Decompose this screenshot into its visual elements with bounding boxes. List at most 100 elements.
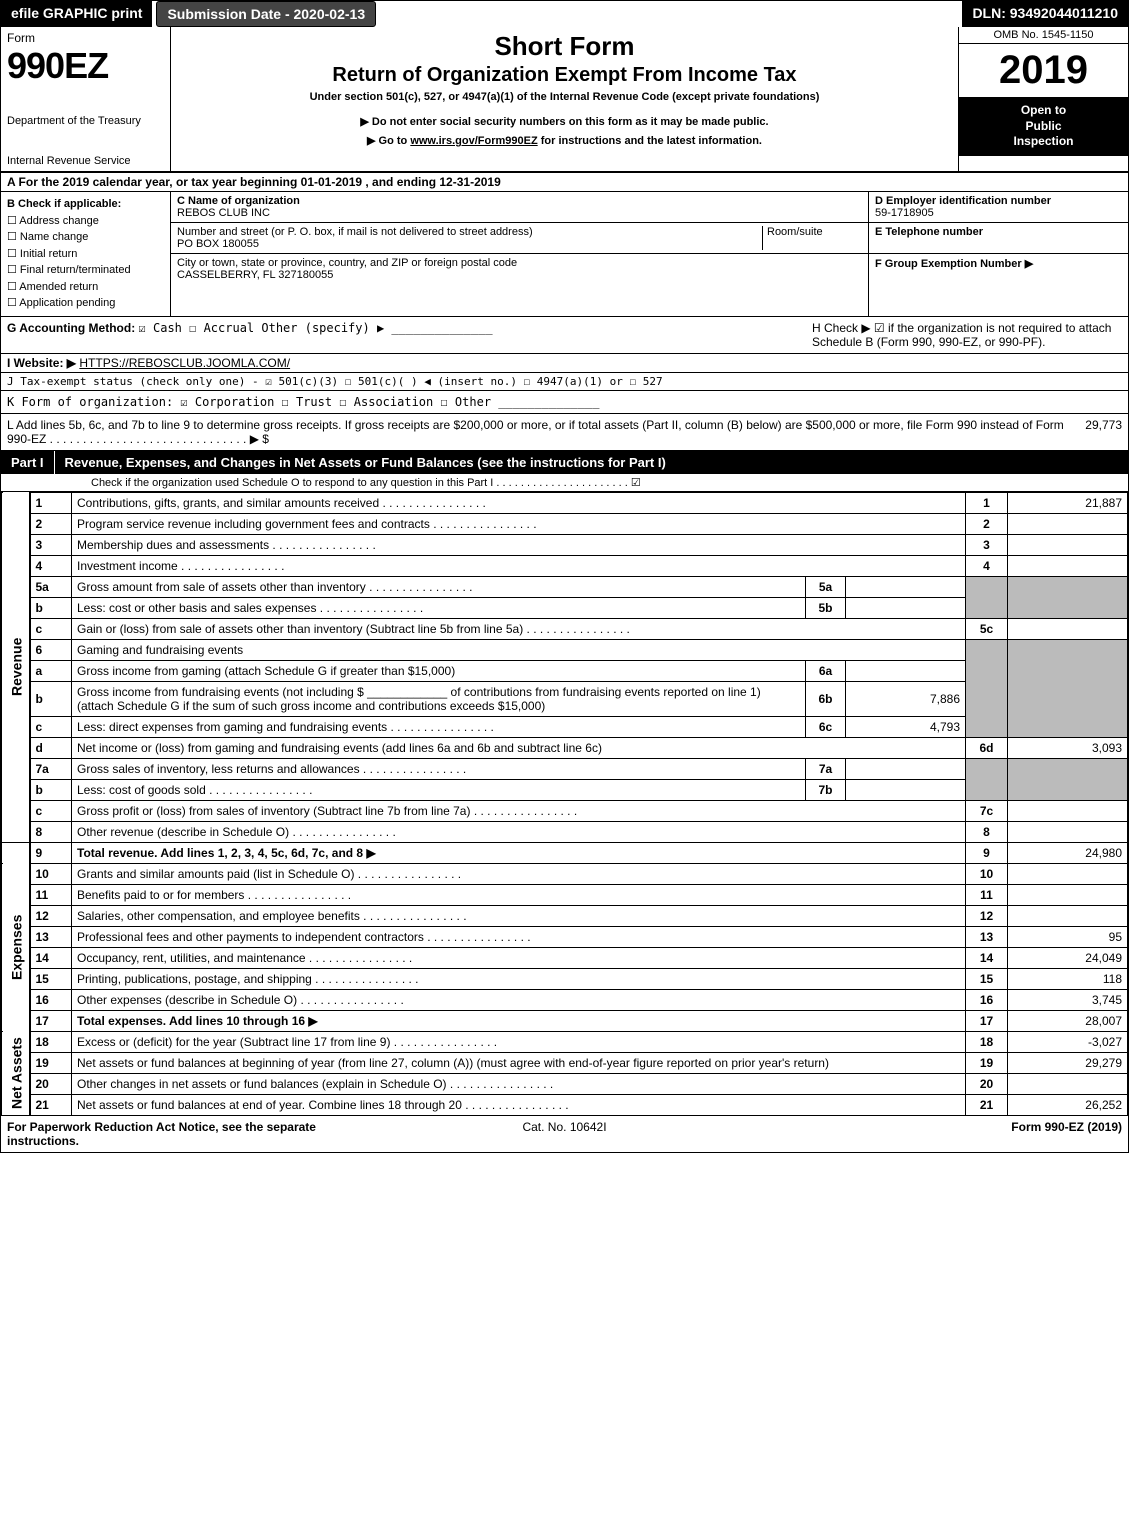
insp2: Public: [963, 119, 1124, 135]
l5c-val: [1008, 618, 1128, 639]
l21-box: 21: [966, 1094, 1008, 1115]
l15-num: 15: [30, 968, 72, 989]
l6-shade2: [1008, 639, 1128, 737]
l6b-desc: Gross income from fundraising events (no…: [72, 681, 806, 716]
l13-box: 13: [966, 926, 1008, 947]
chk-name-change[interactable]: ☐ Name change: [7, 229, 164, 246]
chk-address-change[interactable]: ☐ Address change: [7, 213, 164, 230]
l18-num: 18: [30, 1031, 72, 1052]
note2-pre: ▶ Go to: [367, 135, 410, 147]
form-title-main: Return of Organization Exempt From Incom…: [177, 64, 952, 87]
l12-box: 12: [966, 905, 1008, 926]
l15-val: 118: [1008, 968, 1128, 989]
form-990ez-page: efile GRAPHIC print Submission Date - 20…: [0, 0, 1129, 1153]
l2-box: 2: [966, 513, 1008, 534]
irs-link[interactable]: www.irs.gov/Form990EZ: [410, 135, 537, 147]
l5c-num: c: [30, 618, 72, 639]
side-net-assets: Net Assets: [2, 1031, 30, 1115]
side-expenses: Expenses: [2, 863, 30, 1031]
l20-box: 20: [966, 1073, 1008, 1094]
street-label: Number and street (or P. O. box, if mail…: [177, 226, 533, 238]
l5c-desc: Gain or (loss) from sale of assets other…: [72, 618, 966, 639]
l9-box: 9: [966, 842, 1008, 863]
g-options[interactable]: ☑ Cash ☐ Accrual Other (specify) ▶ _____…: [139, 321, 493, 335]
form-title-short: Short Form: [177, 31, 952, 62]
l7b-sub: 7b: [806, 779, 846, 800]
g-label: G Accounting Method:: [7, 321, 135, 335]
l3-box: 3: [966, 534, 1008, 555]
l20-val: [1008, 1073, 1128, 1094]
l15-box: 15: [966, 968, 1008, 989]
website-label: I Website: ▶: [7, 356, 76, 370]
l6b-num: b: [30, 681, 72, 716]
l17-val: 28,007: [1008, 1010, 1128, 1031]
l6d-val: 3,093: [1008, 737, 1128, 758]
l6c-num: c: [30, 716, 72, 737]
footer-center: Cat. No. 10642I: [379, 1120, 751, 1148]
chk-application-pending[interactable]: ☐ Application pending: [7, 295, 164, 312]
l17-desc: Total expenses. Add lines 10 through 16 …: [72, 1010, 966, 1031]
website-value[interactable]: HTTPS://REBOSCLUB.JOOMLA.COM/: [79, 356, 290, 370]
l6b-sub: 6b: [806, 681, 846, 716]
l7c-box: 7c: [966, 800, 1008, 821]
footer-left: For Paperwork Reduction Act Notice, see …: [7, 1120, 379, 1148]
l6a-num: a: [30, 660, 72, 681]
l21-num: 21: [30, 1094, 72, 1115]
ein-row: D Employer identification number 59-1718…: [869, 192, 1128, 223]
chk-final-return[interactable]: ☐ Final return/terminated: [7, 262, 164, 279]
tax-exempt-status[interactable]: J Tax-exempt status (check only one) - ☑…: [7, 375, 663, 388]
l-text: L Add lines 5b, 6c, and 7b to line 9 to …: [7, 418, 1085, 446]
l7ab-shade2: [1008, 758, 1128, 800]
l6-num: 6: [30, 639, 72, 660]
part1-sub: Check if the organization used Schedule …: [1, 474, 1128, 492]
l5a-sub: 5a: [806, 576, 846, 597]
efile-button[interactable]: efile GRAPHIC print: [1, 1, 152, 27]
org-name-label: C Name of organization: [177, 195, 300, 207]
l5a-desc: Gross amount from sale of assets other t…: [72, 576, 806, 597]
l7a-num: 7a: [30, 758, 72, 779]
l4-num: 4: [30, 555, 72, 576]
l13-val: 95: [1008, 926, 1128, 947]
chk-initial-return[interactable]: ☐ Initial return: [7, 246, 164, 263]
room-label: Room/suite: [767, 226, 823, 238]
l7c-num: c: [30, 800, 72, 821]
l11-num: 11: [30, 884, 72, 905]
l6a-sub: 6a: [806, 660, 846, 681]
header-mid: Short Form Return of Organization Exempt…: [171, 27, 958, 171]
l21-val: 26,252: [1008, 1094, 1128, 1115]
l4-box: 4: [966, 555, 1008, 576]
l14-desc: Occupancy, rent, utilities, and maintena…: [72, 947, 966, 968]
l7a-sv: [846, 758, 966, 779]
entity-block: B Check if applicable: ☐ Address change …: [1, 192, 1128, 317]
l18-val: -3,027: [1008, 1031, 1128, 1052]
irs-label: Internal Revenue Service: [7, 155, 164, 167]
org-name-row: C Name of organization REBOS CLUB INC: [171, 192, 868, 223]
l10-box: 10: [966, 863, 1008, 884]
l10-val: [1008, 863, 1128, 884]
header-left: Form 990EZ Department of the Treasury In…: [1, 27, 171, 171]
l7c-val: [1008, 800, 1128, 821]
l8-box: 8: [966, 821, 1008, 842]
schedule-b-check: H Check ▶ ☑ if the organization is not r…: [802, 321, 1122, 349]
page-footer: For Paperwork Reduction Act Notice, see …: [1, 1116, 1128, 1152]
section-b-checkboxes: B Check if applicable: ☐ Address change …: [1, 192, 171, 316]
l7b-desc: Less: cost of goods sold: [72, 779, 806, 800]
l5c-box: 5c: [966, 618, 1008, 639]
l11-desc: Benefits paid to or for members: [72, 884, 966, 905]
l19-desc: Net assets or fund balances at beginning…: [72, 1052, 966, 1073]
l6a-sv: [846, 660, 966, 681]
l14-box: 14: [966, 947, 1008, 968]
l4-val: [1008, 555, 1128, 576]
l7b-num: b: [30, 779, 72, 800]
l16-val: 3,745: [1008, 989, 1128, 1010]
form-of-organization[interactable]: K Form of organization: ☑ Corporation ☐ …: [7, 395, 599, 409]
top-bar: efile GRAPHIC print Submission Date - 20…: [1, 1, 1128, 27]
l13-num: 13: [30, 926, 72, 947]
l5ab-shade: [966, 576, 1008, 618]
side-revenue: Revenue: [2, 492, 30, 842]
chk-amended-return[interactable]: ☐ Amended return: [7, 279, 164, 296]
l3-desc: Membership dues and assessments: [72, 534, 966, 555]
l14-num: 14: [30, 947, 72, 968]
part1-title: Revenue, Expenses, and Changes in Net As…: [55, 451, 1128, 474]
l14-val: 24,049: [1008, 947, 1128, 968]
